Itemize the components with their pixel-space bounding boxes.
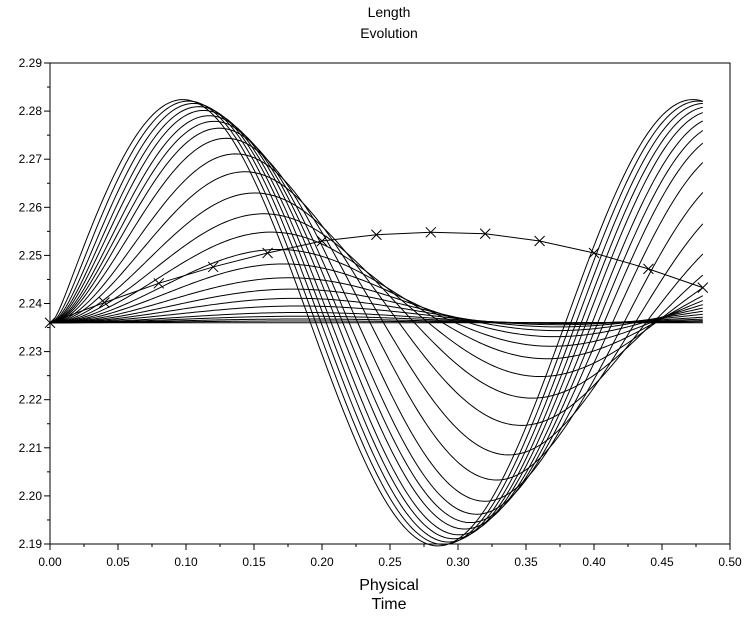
x-tick-label: 0.50 — [718, 555, 742, 569]
x-tick-label: 0.40 — [582, 555, 606, 569]
x-marker — [207, 261, 219, 273]
plot-area-frame — [49, 62, 731, 545]
x-tick-label: 0.25 — [378, 555, 402, 569]
y-tick-label: 2.26 — [19, 200, 43, 214]
series-line — [49, 120, 704, 524]
x-marker — [262, 247, 273, 259]
x-axis-label-line-2: Time — [372, 596, 407, 613]
x-tick-label: 0.15 — [242, 555, 266, 569]
y-tick-label: 2.20 — [19, 489, 43, 503]
y-tick-label: 2.27 — [19, 152, 43, 166]
series-group — [49, 99, 704, 547]
x-marker — [371, 229, 382, 241]
x-marker — [44, 317, 56, 329]
series-line — [49, 102, 703, 543]
series-line — [49, 297, 703, 328]
x-tick-label: 0.10 — [174, 555, 198, 569]
chart-title-line-2: Evolution — [360, 25, 418, 41]
series-line — [49, 192, 704, 426]
x-tick-label: 0.45 — [650, 555, 674, 569]
series-line — [50, 305, 703, 326]
y-tick-label: 2.19 — [19, 537, 43, 551]
series-line — [49, 99, 703, 547]
series-line — [49, 231, 704, 378]
x-marker — [153, 277, 165, 289]
x-marker — [316, 235, 328, 247]
y-tick-label: 2.23 — [19, 345, 43, 359]
series-line — [49, 153, 704, 481]
series-line — [49, 106, 703, 540]
series-line — [49, 109, 703, 536]
x-marker — [588, 247, 600, 259]
series-line — [49, 248, 704, 360]
x-marker — [99, 297, 110, 308]
y-tick-label: 2.28 — [19, 104, 43, 118]
x-marker — [697, 282, 709, 293]
x-tick-label: 0.30 — [446, 555, 470, 569]
x-marker — [425, 226, 437, 238]
y-tick-label: 2.21 — [19, 441, 43, 455]
x-tick-label: 0.05 — [106, 555, 130, 569]
series-line — [49, 277, 703, 338]
x-marker — [479, 228, 491, 240]
series-line — [49, 171, 704, 456]
y-tick-label: 2.29 — [19, 56, 43, 70]
axes-group: 0.00 0.05 0.10 0.15 0.20 0.25 0.30 0.35 0.40 0.45… — [19, 56, 742, 569]
series-line — [49, 127, 704, 515]
y-tick-label: 2.24 — [19, 297, 43, 311]
x-axis-label-line-1: Physical — [359, 577, 419, 594]
series-line — [49, 263, 703, 347]
x-marker — [534, 235, 545, 247]
series-line — [49, 288, 703, 332]
chart-title-line-1: Length — [368, 4, 411, 20]
series-line — [49, 100, 703, 545]
x-tick-label: 0.20 — [310, 555, 334, 569]
x-tick-label: 0.35 — [514, 555, 538, 569]
y-tick-label: 2.25 — [19, 248, 43, 262]
y-tick-label: 2.22 — [19, 393, 43, 407]
series-line — [49, 115, 704, 530]
x-marker — [643, 263, 654, 275]
x-tick-label: 0.00 — [38, 555, 62, 569]
markers-group — [44, 226, 709, 329]
